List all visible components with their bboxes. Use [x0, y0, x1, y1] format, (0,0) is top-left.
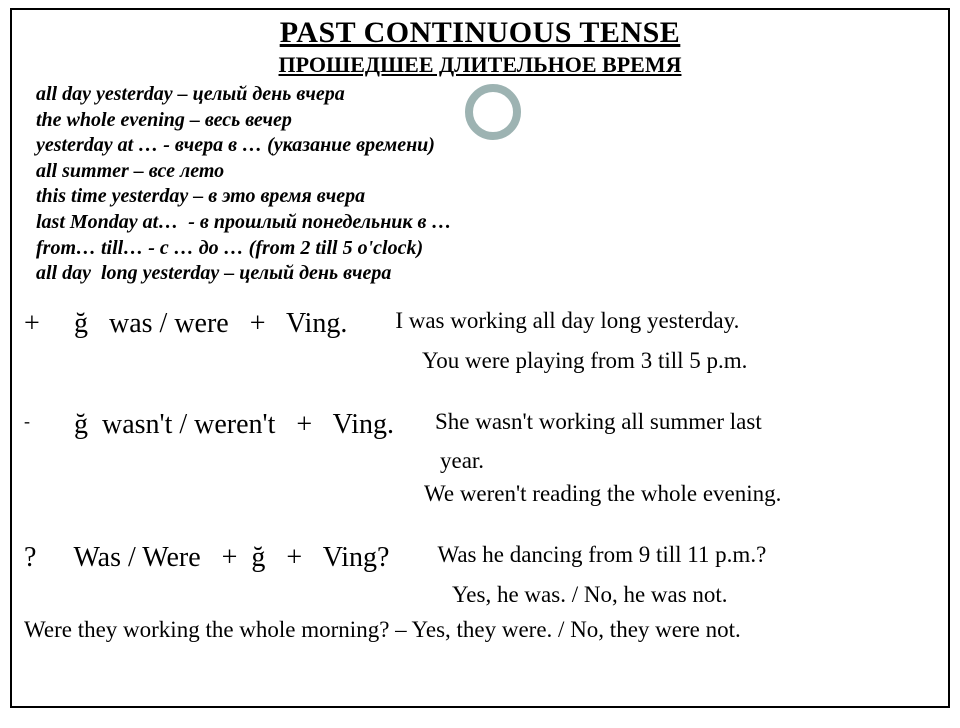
- negative-example-2b: We weren't reading the whole evening.: [424, 478, 938, 509]
- main-title: PAST CONTINUOUS TENSE: [22, 16, 938, 50]
- positive-sign: +: [22, 305, 60, 343]
- page-frame: PAST CONTINUOUS TENSE ПРОШЕДШЕЕ ДЛИТЕЛЬН…: [10, 8, 950, 708]
- negative-row: - ğ wasn't / weren't + Ving. She wasn't …: [22, 406, 938, 444]
- marker-line: from… till… - с … до … (from 2 till 5 o'…: [36, 236, 938, 262]
- question-formula: Was / Were + ğ + Ving?: [60, 539, 417, 577]
- negative-formula: ğ wasn't / weren't + Ving.: [60, 406, 415, 444]
- negative-example-2a: year.: [440, 445, 938, 476]
- positive-formula: ğ was / were + Ving.: [60, 305, 375, 343]
- question-example-1: Was he dancing from 9 till 11 p.m.?: [437, 539, 766, 570]
- marker-line: all summer – все лето: [36, 159, 938, 185]
- last-example-line: Were they working the whole morning? – Y…: [22, 614, 938, 645]
- question-sign: ?: [22, 539, 60, 577]
- positive-row: + ğ was / were + Ving. I was working all…: [22, 305, 938, 343]
- marker-line: last Monday at… - в прошлый понедельник …: [36, 210, 938, 236]
- subtitle: ПРОШЕДШЕЕ ДЛИТЕЛЬНОЕ ВРЕМЯ: [22, 52, 938, 78]
- negative-sign: -: [22, 406, 60, 433]
- question-row: ? Was / Were + ğ + Ving? Was he dancing …: [22, 539, 938, 577]
- marker-line: all day yesterday – целый день вчера: [36, 82, 938, 108]
- negative-example-1: She wasn't working all summer last: [435, 406, 762, 437]
- marker-line: this time yesterday – в это время вчера: [36, 184, 938, 210]
- marker-line: yesterday at … - вчера в … (указание вре…: [36, 133, 938, 159]
- marker-line: all day long yesterday – целый день вчер…: [36, 261, 938, 287]
- marker-line: the whole evening – весь вечер: [36, 108, 938, 134]
- time-markers-list: all day yesterday – целый день вчера the…: [22, 82, 938, 287]
- grammar-section: + ğ was / were + Ving. I was working all…: [22, 305, 938, 646]
- positive-example-2: You were playing from 3 till 5 p.m.: [422, 345, 938, 376]
- positive-example-1: I was working all day long yesterday.: [395, 305, 739, 336]
- question-example-2: Yes, he was. / No, he was not.: [452, 579, 938, 610]
